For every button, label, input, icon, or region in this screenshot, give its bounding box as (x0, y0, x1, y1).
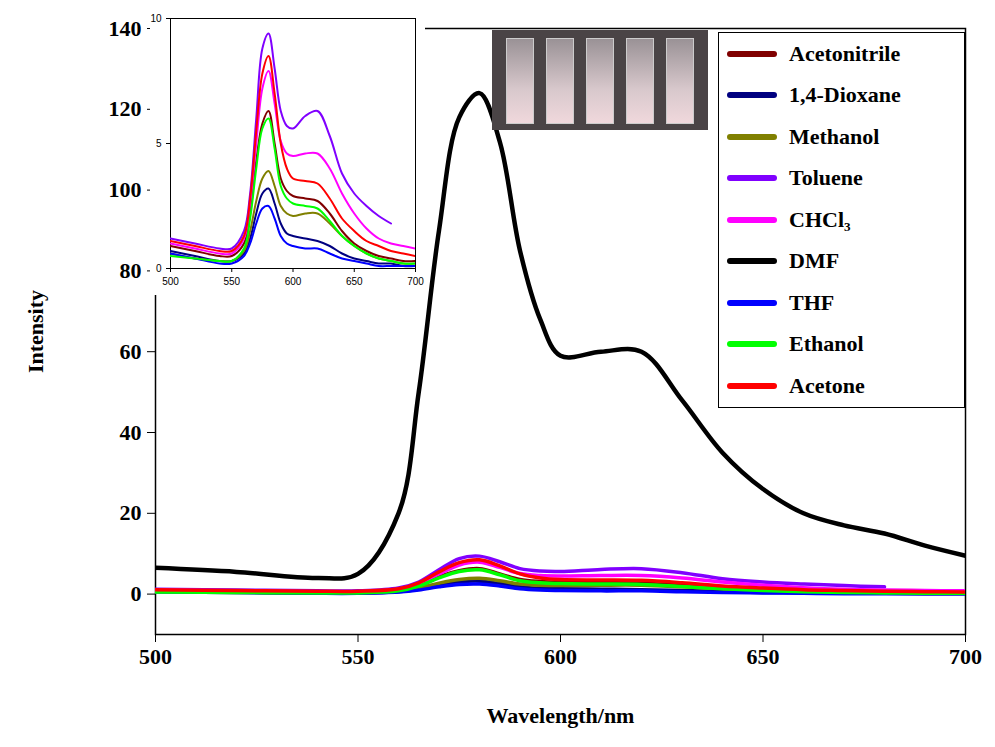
svg-text:100: 100 (109, 177, 142, 202)
html-text:CHCl₃: CHCl₃ (789, 206, 851, 232)
svg-text:550: 550 (342, 644, 375, 669)
html-text:THF: THF (789, 289, 835, 315)
svg-text:0: 0 (156, 263, 162, 274)
svg-text:10: 10 (150, 13, 162, 24)
svg-text:700: 700 (949, 644, 982, 669)
svg-text:60: 60 (120, 339, 142, 364)
svg-text:550: 550 (223, 276, 240, 287)
svg-text:80: 80 (120, 258, 142, 283)
svg-text:5: 5 (156, 138, 162, 149)
html-text:Toluene: Toluene (789, 165, 863, 191)
html-text:DMF: DMF (789, 248, 840, 274)
html-text:Ethanol: Ethanol (789, 331, 864, 357)
svg-text:600: 600 (544, 644, 577, 669)
html-text:1,4-Dioxane: 1,4-Dioxane (789, 82, 901, 108)
html-text:Acetone: Acetone (789, 372, 865, 398)
svg-text:500: 500 (162, 276, 179, 287)
svg-text:Intensity: Intensity (23, 290, 48, 373)
svg-text:Wavelength/nm: Wavelength/nm (487, 703, 635, 728)
svg-text:140: 140 (109, 16, 142, 41)
html-text:Methanol: Methanol (789, 123, 880, 149)
svg-text:650: 650 (747, 644, 780, 669)
svg-text:500: 500 (139, 644, 172, 669)
svg-text:40: 40 (120, 420, 142, 445)
html-text:Acetonitrile: Acetonitrile (789, 40, 901, 66)
svg-text:600: 600 (285, 276, 302, 287)
svg-text:120: 120 (109, 96, 142, 121)
svg-text:0: 0 (131, 581, 142, 606)
svg-text:650: 650 (346, 276, 363, 287)
svg-text:700: 700 (407, 276, 424, 287)
svg-text:20: 20 (120, 500, 142, 525)
